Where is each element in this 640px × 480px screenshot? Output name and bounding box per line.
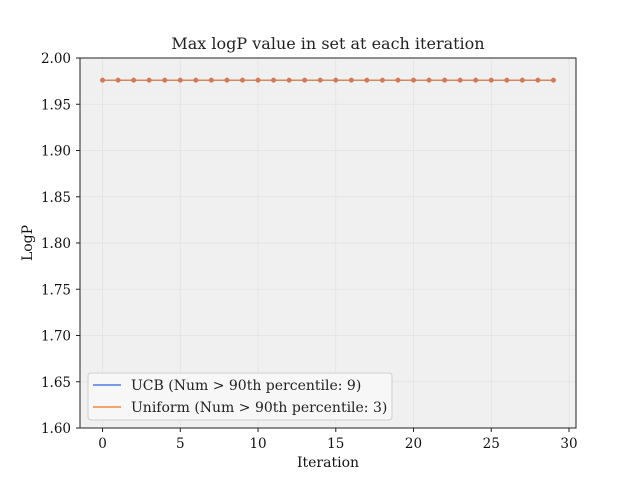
series-2-point [395, 77, 401, 83]
series-2-point [317, 77, 323, 83]
y-tick-label: 1.65 [41, 375, 71, 391]
series-2-point [519, 77, 525, 83]
x-axis: 0 5 10 15 20 25 30 [98, 428, 578, 452]
series-2-point [333, 77, 339, 83]
x-tick-label: 30 [560, 436, 577, 452]
series-2-point [177, 77, 183, 83]
series-2-point [504, 77, 510, 83]
y-tick-label: 1.75 [41, 282, 71, 298]
series-2-point [364, 77, 370, 83]
series-2-point [302, 77, 308, 83]
legend-box [87, 372, 393, 421]
series-2-point [115, 77, 121, 83]
y-tick-label: 1.90 [41, 144, 71, 160]
series-layer [100, 77, 556, 83]
series-2-point [286, 77, 292, 83]
series-2-point [240, 77, 245, 83]
chart-title: Max logP value in set at each iteration [171, 34, 484, 53]
series-2-point [100, 77, 105, 83]
y-tick-label: 1.70 [41, 329, 71, 345]
series-2-point [411, 77, 416, 83]
x-axis-label: Iteration [297, 455, 359, 471]
x-tick-label: 0 [98, 436, 107, 452]
x-tick-label: 10 [249, 436, 266, 452]
legend-label-2: Uniform (Num > 90th percentile: 3) [131, 400, 387, 416]
series-2-point [488, 77, 494, 83]
y-tick-label: 1.95 [41, 97, 71, 113]
y-axis: 1.60 1.65 1.70 1.75 1.80 1.85 1.90 1.95 2.00 [41, 51, 80, 437]
series-2-point [473, 77, 479, 83]
series-2-point [426, 77, 432, 83]
series-2-point [457, 77, 463, 83]
legend-label-1: UCB (Num > 90th percentile: 9) [131, 378, 361, 394]
series-2-point [551, 77, 556, 83]
series-2-point [348, 77, 354, 83]
series-2-point [146, 77, 152, 83]
x-tick-label: 20 [405, 436, 422, 452]
y-tick-label: 1.80 [41, 236, 71, 252]
y-tick-label: 1.60 [41, 421, 71, 437]
series-2-point [271, 77, 276, 83]
series-2-point [131, 77, 137, 83]
x-tick-label: 15 [327, 436, 344, 452]
legend: UCB (Num > 90th percentile: 9) Uniform (N… [87, 372, 393, 421]
y-axis-label: LogP [20, 225, 36, 261]
series-2-point [224, 77, 230, 83]
y-tick-label: 1.85 [41, 190, 71, 206]
x-tick-label: 5 [176, 436, 185, 452]
series-2-point [442, 77, 448, 83]
series-2-point [535, 77, 541, 83]
series-2-point [380, 77, 385, 83]
series-2-point [193, 77, 199, 83]
y-tick-label: 2.00 [41, 51, 71, 67]
series-2-point [208, 77, 214, 83]
series-2-point [162, 77, 168, 83]
series-2-point [255, 77, 261, 83]
x-tick-label: 25 [483, 436, 500, 452]
